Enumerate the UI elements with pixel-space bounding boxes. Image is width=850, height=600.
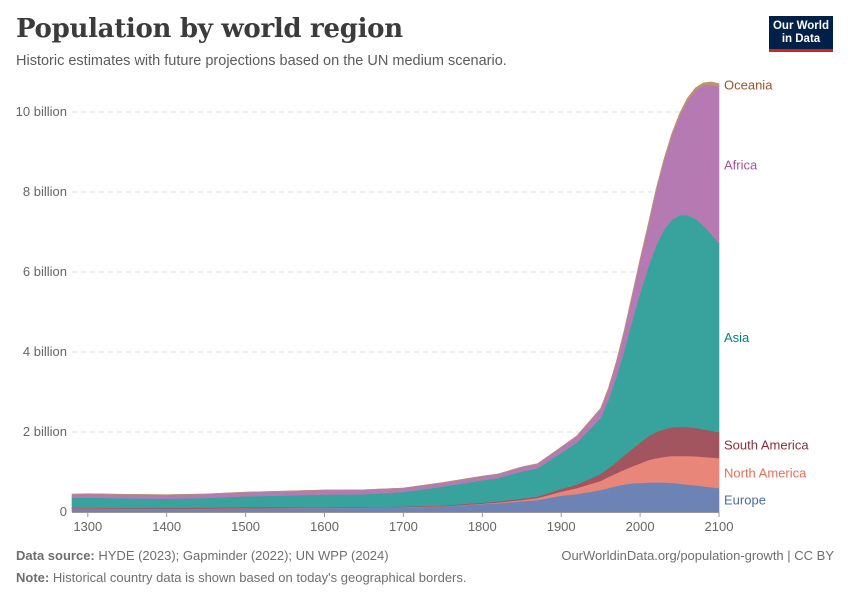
x-tick-label: 1600: [310, 519, 339, 534]
logo-line-1: Our World: [772, 20, 829, 32]
x-tick-label: 1900: [547, 519, 576, 534]
x-axis: 1300 1400 1500 1600 1700 1800 1900 2000 2100: [72, 512, 733, 534]
x-tick-label: 1300: [73, 519, 102, 534]
stacked-area-chart: 0 2 billion 4 billion 6 billion 8 billion 10 …: [16, 78, 810, 534]
source-link[interactable]: OurWorldinData.org/population-growth | C…: [561, 548, 834, 563]
logo-line-2: in Data: [781, 33, 821, 45]
y-axis: 0 2 billion 4 billion 6 billion 8 billion 10 …: [16, 104, 67, 519]
chart-subtitle: Historic estimates with future projectio…: [16, 53, 507, 69]
x-tick-label: 1400: [152, 519, 181, 534]
y-tick-label: 6 billion: [23, 264, 67, 279]
series-label-asia[interactable]: Asia: [724, 330, 750, 345]
series-label-africa[interactable]: Africa: [724, 157, 758, 172]
chart-title: Population by world region: [16, 14, 403, 44]
x-tick-label: 2100: [705, 519, 734, 534]
y-tick-label: 0: [60, 504, 67, 519]
data-source: Data source: HYDE (2023); Gapminder (202…: [16, 548, 389, 563]
owid-logo[interactable]: Our World in Data: [769, 16, 833, 52]
y-tick-label: 10 billion: [16, 104, 67, 119]
x-tick-label: 1700: [389, 519, 418, 534]
data-source-text: HYDE (2023); Gapminder (2022); UN WPP (2…: [98, 548, 389, 563]
note-label: Note:: [16, 570, 50, 585]
series-label-oceania[interactable]: Oceania: [724, 78, 773, 93]
y-tick-label: 2 billion: [23, 424, 67, 439]
area-oceania[interactable]: [71, 81, 720, 496]
data-source-label: Data source:: [16, 548, 95, 563]
note-text: Historical country data is shown based o…: [52, 570, 467, 585]
x-tick-label: 2000: [626, 519, 655, 534]
x-tick-label: 1500: [231, 519, 260, 534]
x-tick-label: 1800: [468, 519, 497, 534]
series-label-south-america[interactable]: South America: [724, 438, 809, 453]
series-areas: [71, 81, 720, 513]
y-tick-label: 4 billion: [23, 344, 67, 359]
series-label-europe[interactable]: Europe: [724, 493, 766, 508]
series-label-north-america[interactable]: North America: [724, 466, 807, 481]
y-tick-label: 8 billion: [23, 184, 67, 199]
series-labels: Europe North America South America Asia Afri…: [724, 78, 809, 508]
note: Note: Historical country data is shown b…: [16, 570, 467, 585]
